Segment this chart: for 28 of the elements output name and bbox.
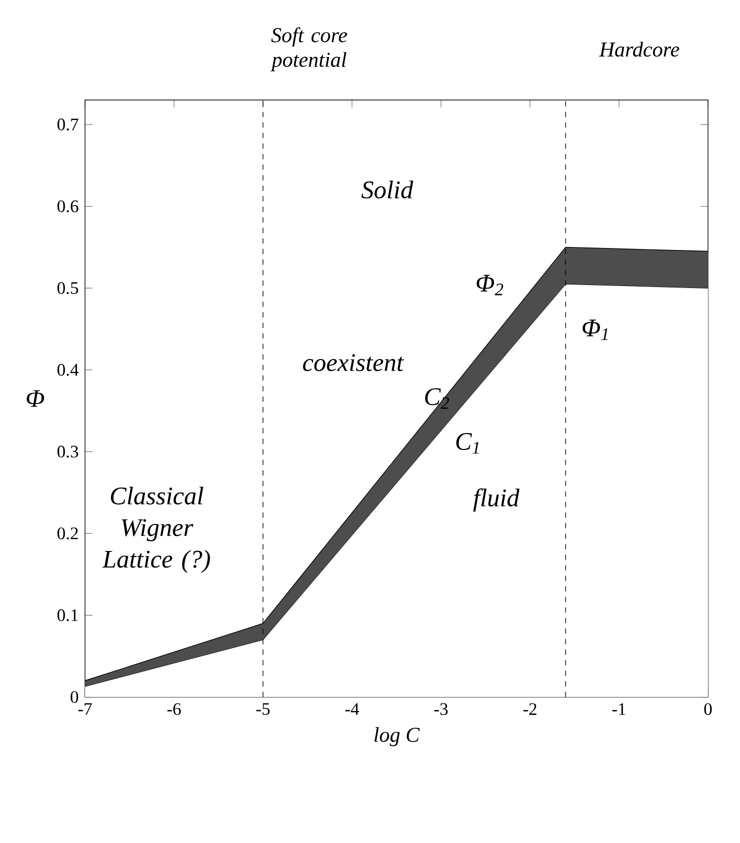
x-tick-label: -5 (256, 703, 270, 715)
x-axis-title: log C (374, 727, 420, 746)
y-tick-label: 0.6 (57, 200, 78, 212)
x-tick-label: -4 (345, 703, 360, 715)
annotation: Classical Wigner Lattice (?) (102, 486, 210, 573)
x-tick-label: -2 (523, 703, 536, 715)
x-tick-label: -7 (78, 703, 92, 715)
x-tick-label: -3 (434, 703, 448, 716)
y-tick-label: 0.2 (57, 527, 78, 540)
annotation: fluid (473, 488, 520, 512)
x-tick-label: 0 (704, 703, 712, 716)
y-tick-label: 0.1 (57, 609, 78, 622)
annotation: Φ$_{2}$ (476, 274, 504, 296)
annotation: C$_{1}$ (456, 432, 479, 454)
x-tick-label: -6 (167, 703, 181, 716)
y-tick-label: 0 (70, 691, 78, 703)
y-tick-label: 0.4 (57, 364, 79, 376)
annotation: C$_{2}$ (425, 388, 450, 409)
text: Hardcore (599, 42, 680, 57)
annotation: Φ$_{1}$ (582, 320, 608, 340)
annotation: Solid (361, 180, 414, 198)
annotation: coexistent (303, 354, 404, 372)
y-tick-label: 0.7 (57, 118, 78, 130)
y-tick-label: 0.3 (57, 446, 78, 458)
text: Soft core potential (270, 27, 348, 72)
y-tick-label: 0.5 (57, 282, 78, 294)
x-tick-label: -1 (612, 703, 626, 715)
y-axis-title: Φ (26, 390, 44, 407)
